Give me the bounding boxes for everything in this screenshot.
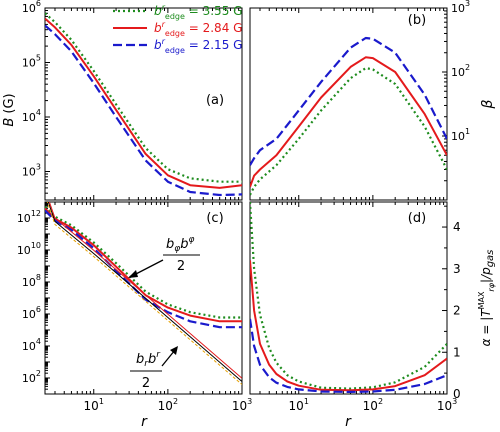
ylabel-b-text: β <box>480 99 496 109</box>
y-tick-label: 103 <box>22 163 41 179</box>
y-tick-label: 102 <box>451 63 470 79</box>
annot-br-den: 2 <box>142 376 150 391</box>
lines-layer <box>45 12 447 393</box>
legend-entry: bredge = 2.15 G <box>154 37 242 55</box>
annot-br-arrow <box>161 349 176 367</box>
y-tick-label: 103 <box>451 0 470 15</box>
ylabel-a: B (G) <box>2 93 17 126</box>
panel-frame-d <box>249 201 448 395</box>
series-line-d-1 <box>250 260 447 392</box>
series-line-a-2 <box>45 24 242 197</box>
annot-br: brbr <box>136 350 161 369</box>
series-line-c-1 <box>45 207 242 323</box>
panel-frame-a <box>44 7 243 201</box>
panel-label-a: (a) <box>206 93 224 108</box>
ylabel-b: β <box>480 99 496 109</box>
y-tick-label: 106 <box>22 305 41 321</box>
y-tick-label: 108 <box>22 273 41 289</box>
legend-entry: bredge = 3.55 G <box>154 3 242 21</box>
series-line-a-1 <box>45 17 242 189</box>
panel-label-d: (d) <box>408 211 426 226</box>
x-tick-label: 103 <box>232 397 252 413</box>
x-tick-label: 102 <box>158 397 178 413</box>
panel-frame-b <box>249 7 448 201</box>
xlabel-d: r <box>345 414 352 430</box>
series-line-b-1 <box>250 56 447 188</box>
panel-label-b: (b) <box>408 13 426 28</box>
y-tick-label: 1010 <box>17 241 41 257</box>
x-tick-label: 101 <box>289 397 309 413</box>
y-tick-label: 0 <box>453 387 461 401</box>
annot-bphi-den: 2 <box>177 259 185 274</box>
series-line-d-0 <box>250 202 447 390</box>
series-line-b-0 <box>250 67 447 196</box>
panel-label-c: (c) <box>206 211 223 226</box>
y-tick-label: 1012 <box>17 209 41 225</box>
y-tick-label: 104 <box>22 337 41 353</box>
y-tick-label: 3 <box>453 262 461 276</box>
annot-bphi-arrowhead <box>128 270 138 278</box>
y-tick-label: 104 <box>22 108 41 124</box>
annot-br-arrowhead <box>170 346 178 355</box>
xlabel-c: r <box>141 414 148 430</box>
x-tick-label: 102 <box>363 397 383 413</box>
annot-bphi-arrow <box>131 259 164 277</box>
series-line-b-2 <box>250 36 447 166</box>
x-tick-label: 103 <box>437 397 457 413</box>
y-tick-label: 102 <box>22 369 41 385</box>
ylabel-d-text: α = |TMAXrφ|/pgas <box>477 250 496 347</box>
series-line-d-2 <box>250 318 447 393</box>
series-line-c-2 <box>45 209 242 329</box>
y-tick-label: 105 <box>22 54 41 70</box>
y-tick-label: 4 <box>453 220 461 234</box>
y-tick-label: 1 <box>453 345 461 359</box>
ylabel-a-text: B (G) <box>2 93 17 126</box>
annot-bphi: bφbφ <box>166 235 194 254</box>
series-line-c-3 <box>47 202 242 382</box>
legend-entry: bredge = 2.84 G <box>154 20 242 38</box>
series-line-c-4 <box>48 202 242 379</box>
y-tick-label: 106 <box>22 0 41 15</box>
ylabel-d: α = |TMAXrφ|/pgas <box>477 250 496 347</box>
x-tick-label: 101 <box>84 397 104 413</box>
series-line-c-5 <box>46 202 242 385</box>
y-tick-label: 101 <box>451 127 470 143</box>
series-line-a-0 <box>45 12 242 183</box>
y-tick-label: 2 <box>453 304 461 318</box>
